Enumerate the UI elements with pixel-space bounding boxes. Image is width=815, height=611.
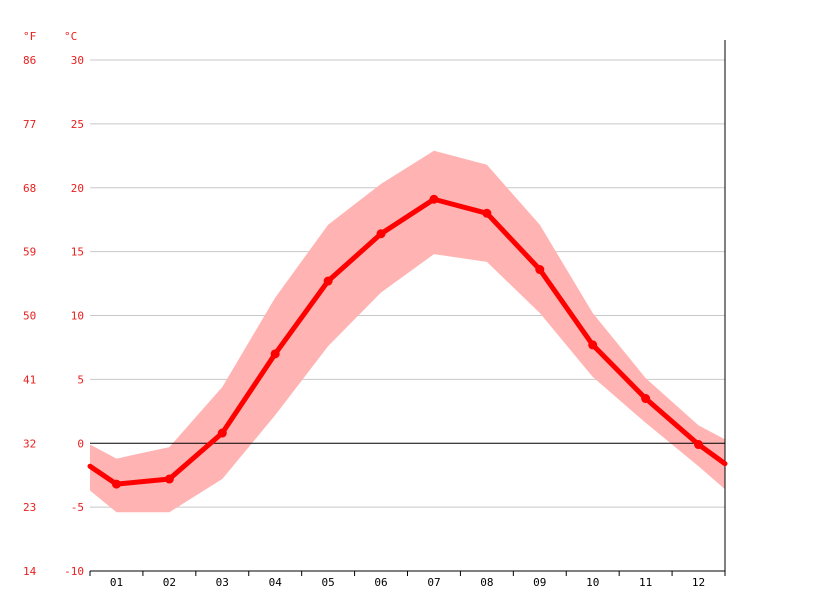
y-tick-label-celsius: 5 [77, 373, 84, 386]
fahrenheit-unit-label: °F [23, 30, 36, 43]
mean-temperature-point [429, 194, 439, 204]
y-tick-label-celsius: 15 [71, 246, 84, 259]
x-tick-label: 08 [480, 576, 493, 589]
y-tick-label-fahrenheit: 50 [23, 310, 36, 323]
mean-temperature-point [588, 340, 598, 350]
x-tick-label: 07 [427, 576, 440, 589]
temperature-range-band [90, 150, 725, 513]
temperature-range-area [90, 150, 725, 513]
mean-temperature-point [641, 394, 651, 404]
mean-temperature-point [217, 428, 227, 438]
mean-temperature-series [87, 194, 728, 489]
y-tick-label-celsius: 20 [71, 182, 84, 195]
y-tick-label-celsius: -10 [64, 565, 84, 578]
x-tick-label: 12 [692, 576, 705, 589]
x-tick-label: 03 [216, 576, 229, 589]
y-tick-label-celsius: 30 [71, 54, 84, 67]
y-tick-label-fahrenheit: 41 [23, 373, 36, 386]
x-tick-label: 09 [533, 576, 546, 589]
mean-temperature-point [270, 349, 280, 359]
x-tick-label: 02 [163, 576, 176, 589]
axes [89, 40, 726, 576]
y-tick-label-celsius: 0 [77, 437, 84, 450]
celsius-unit-label: °C [64, 30, 77, 43]
x-tick-label: 04 [269, 576, 283, 589]
y-tick-label-fahrenheit: 77 [23, 118, 36, 131]
y-tick-label-celsius: 25 [71, 118, 84, 131]
x-tick-label: 01 [110, 576, 123, 589]
y-tick-label-fahrenheit: 32 [23, 437, 36, 450]
mean-temperature-point [535, 265, 545, 275]
y-tick-label-fahrenheit: 68 [23, 182, 36, 195]
y-tick-label-fahrenheit: 23 [23, 501, 36, 514]
y-tick-label-fahrenheit: 59 [23, 246, 36, 259]
y-tick-label-fahrenheit: 14 [23, 565, 37, 578]
mean-temperature-point [111, 479, 121, 489]
mean-temperature-point [376, 229, 386, 239]
y-tick-label-celsius: -5 [71, 501, 84, 514]
y-tick-label-fahrenheit: 86 [23, 54, 36, 67]
y-tick-label-celsius: 10 [71, 310, 84, 323]
mean-temperature-line [87, 196, 728, 487]
x-tick-label: 11 [639, 576, 652, 589]
mean-temperature-point [694, 440, 704, 450]
mean-temperature-point [164, 474, 174, 484]
x-tick-label: 06 [374, 576, 387, 589]
x-tick-label: 10 [586, 576, 599, 589]
axis-labels: °F °C 86 30 77 25 68 20 59 15 50 10 41 5 32 0 23 -5 14 -1… [23, 30, 705, 589]
mean-temperature-point [482, 208, 492, 218]
x-tick-label: 05 [322, 576, 335, 589]
mean-temperature-point [323, 276, 333, 286]
